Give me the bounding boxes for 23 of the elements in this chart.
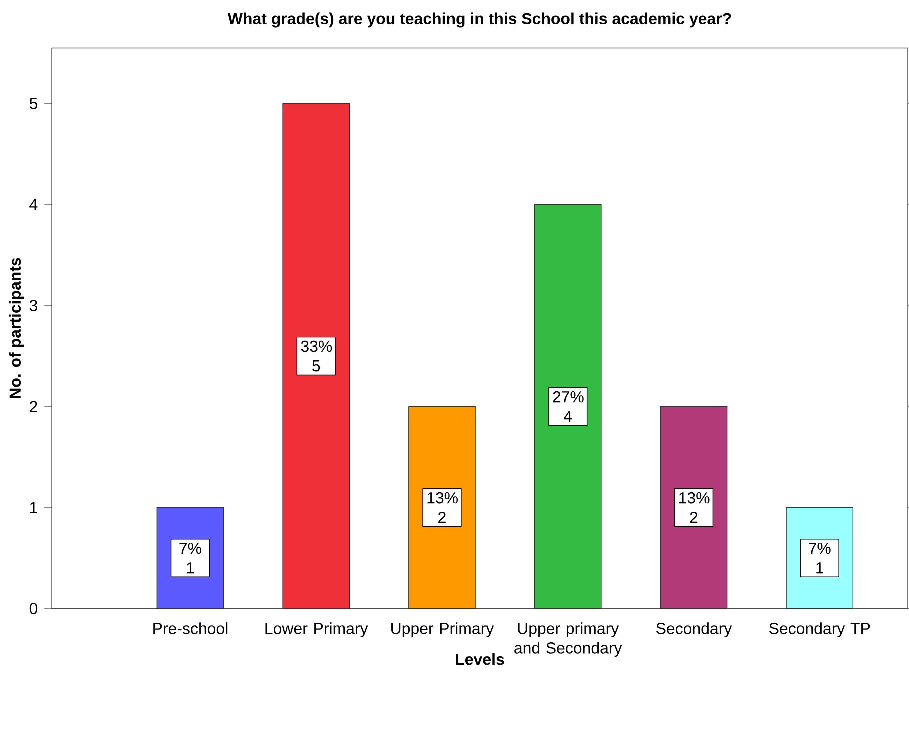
- x-tick-label: Upper primary and Secondary: [514, 622, 622, 658]
- y-tick-label: 5: [30, 98, 38, 110]
- data-label: 33% 5: [301, 340, 332, 372]
- x-tick-label: Secondary TP: [770, 622, 870, 638]
- x-tick-label: Secondary: [656, 622, 732, 638]
- x-tick-label: Pre-school: [154, 622, 228, 634]
- y-tick-label: 2: [30, 401, 38, 412]
- y-tick-label: 0: [30, 603, 38, 614]
- y-tick-label: 3: [30, 300, 38, 312]
- data-label: 13% 2: [428, 492, 458, 524]
- y-tick-label: 4: [30, 199, 38, 210]
- x-axis-title: Levels: [456, 653, 504, 666]
- x-tick-label: Upper Primary: [392, 622, 494, 638]
- chart-title: What grade(s) are you teaching in this School this academic year?: [228, 12, 732, 28]
- data-label: 7% 1: [180, 542, 202, 574]
- y-tick-label: 1: [30, 502, 38, 514]
- y-axis-title: No. of participants: [9, 258, 24, 398]
- data-label: 27% 4: [553, 391, 584, 422]
- x-tick-label: Lower Primary: [266, 622, 368, 638]
- data-label: 13% 2: [680, 492, 710, 524]
- bar: [534, 204, 602, 610]
- data-label: 7% 1: [809, 542, 831, 574]
- bar: [282, 103, 350, 610]
